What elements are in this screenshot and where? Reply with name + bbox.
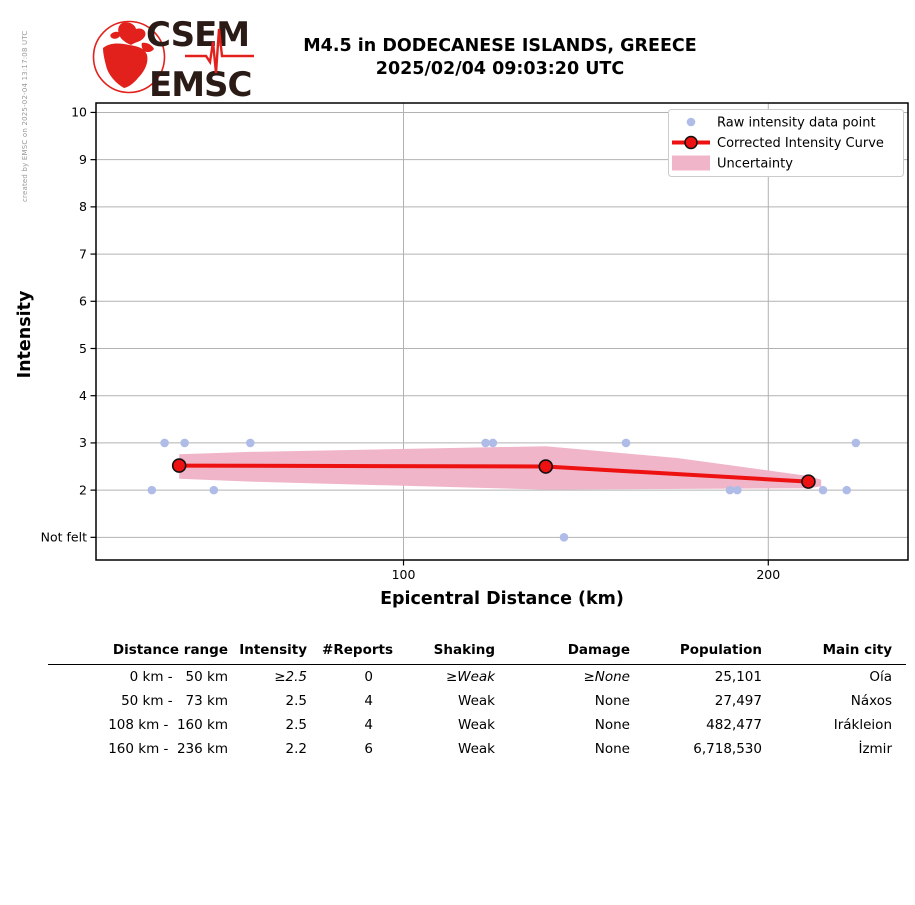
y-tick-label: 5 — [79, 341, 87, 356]
corrected-intensity-marker — [171, 458, 187, 473]
globe-icon — [92, 20, 166, 94]
y-axis-label: Intensity — [15, 290, 35, 378]
table-row: 50 km - 73 km 2.5 4 Weak None 27,497 Náxos — [48, 689, 906, 713]
y-tick-label: 7 — [79, 246, 87, 261]
legend-uncertainty-icon — [672, 155, 710, 171]
raw-intensity-point — [180, 438, 189, 448]
td-population: 25,101 — [714, 669, 762, 685]
td-shaking: Weak — [458, 741, 495, 757]
raw-intensity-point — [725, 485, 735, 495]
y-tick-label: 10 — [71, 105, 87, 120]
raw-intensity-point — [732, 485, 742, 495]
x-axis-label: Epicentral Distance (km) — [380, 589, 624, 609]
raw-intensity-point — [621, 438, 631, 448]
td-distance-range: 108 km - 160 km — [108, 717, 228, 733]
td-intensity: ≥2.5 — [274, 669, 307, 685]
corrected-intensity-marker — [801, 474, 816, 489]
td-reports: 4 — [364, 693, 373, 709]
header-main-city: Main city — [762, 639, 906, 665]
y-tick-label: 3 — [79, 435, 87, 450]
header-reports: #Reports — [307, 639, 393, 665]
td-shaking: Weak — [458, 693, 495, 709]
td-damage: ≥None — [583, 669, 630, 685]
x-tick-label: 100 — [392, 567, 416, 582]
x-tick-label: 200 — [756, 567, 780, 582]
td-population: 27,497 — [714, 693, 762, 709]
td-population: 6,718,530 — [693, 741, 762, 757]
raw-intensity-point — [818, 485, 828, 495]
raw-intensity-point — [246, 438, 255, 448]
raw-intensity-point — [851, 438, 861, 448]
td-distance-range: 0 km - 50 km — [129, 669, 228, 685]
legend-box — [668, 109, 904, 177]
distance-summary-table: Distance range Intensity #Reports Shakin… — [48, 639, 906, 761]
header-distance-range: Distance range — [48, 639, 228, 665]
td-population: 482,477 — [706, 717, 762, 733]
y-tick-label: Not felt — [41, 530, 87, 545]
y-tick-label: 6 — [79, 294, 87, 309]
raw-intensity-point — [559, 533, 569, 542]
event-datetime: 2025/02/04 09:03:20 UTC — [375, 59, 625, 79]
emsc-logo: CSEM EMSC — [92, 15, 254, 103]
plot-border — [95, 102, 909, 561]
legend-label: Corrected Intensity Curve — [717, 136, 884, 151]
table-row: 0 km - 50 km ≥2.5 0 ≥Weak ≥None 25,101 Oía — [48, 665, 906, 690]
td-intensity: 2.5 — [285, 717, 307, 733]
raw-intensity-point — [481, 438, 490, 448]
header-intensity: Intensity — [228, 639, 307, 665]
legend-label: Raw intensity data point — [717, 116, 876, 131]
header-shaking: Shaking — [393, 639, 495, 665]
raw-intensity-point — [488, 438, 498, 448]
header-population: Population — [630, 639, 762, 665]
raw-intensity-point — [209, 485, 219, 495]
td-reports: 0 — [364, 669, 373, 685]
y-tick-label: 4 — [79, 388, 87, 403]
td-damage: None — [594, 693, 630, 709]
corrected-intensity-marker — [538, 459, 554, 474]
legend-raw-point-icon — [686, 117, 696, 127]
header-damage: Damage — [495, 639, 630, 665]
td-intensity: 2.5 — [285, 693, 307, 709]
table-header-row: Distance range Intensity #Reports Shakin… — [48, 639, 906, 665]
td-reports: 6 — [364, 741, 373, 757]
td-main-city: Oía — [869, 669, 892, 685]
raw-intensity-point — [160, 438, 169, 448]
td-damage: None — [594, 741, 630, 757]
logo-text-csem: CSEM — [146, 15, 249, 55]
td-distance-range: 160 km - 236 km — [108, 741, 228, 757]
td-reports: 4 — [364, 717, 373, 733]
legend-label: Uncertainty — [717, 157, 793, 172]
td-damage: None — [594, 717, 630, 733]
logo-text-emsc: EMSC — [149, 65, 252, 103]
td-shaking: Weak — [458, 717, 495, 733]
td-main-city: Náxos — [850, 693, 892, 709]
td-main-city: İzmir — [858, 741, 892, 757]
td-distance-range: 50 km - 73 km — [121, 693, 228, 709]
td-main-city: Irákleion — [833, 717, 892, 733]
event-title: M4.5 in DODECANESE ISLANDS, GREECE — [303, 36, 697, 56]
page-title: M4.5 in DODECANESE ISLANDS, GREECE 2025/… — [260, 35, 740, 81]
legend-curve-marker-icon — [684, 135, 698, 150]
y-tick-label: 2 — [79, 482, 87, 497]
td-intensity: 2.2 — [285, 741, 307, 757]
intensity-chart: Not felt 2 3 4 5 6 7 8 9 10 100 200 Epicentral Dista… — [0, 95, 915, 630]
y-tick-label: 8 — [79, 199, 87, 214]
raw-intensity-point — [147, 485, 157, 495]
td-shaking: ≥Weak — [445, 669, 495, 685]
seismogram-trace-icon — [185, 28, 254, 74]
raw-intensity-point — [842, 485, 852, 495]
table-row: 108 km - 160 km 2.5 4 Weak None 482,477 Irákle… — [48, 713, 906, 737]
y-tick-label: 9 — [79, 152, 87, 167]
table-row: 160 km - 236 km 2.2 6 Weak None 6,718,530 İzmi… — [48, 737, 906, 761]
